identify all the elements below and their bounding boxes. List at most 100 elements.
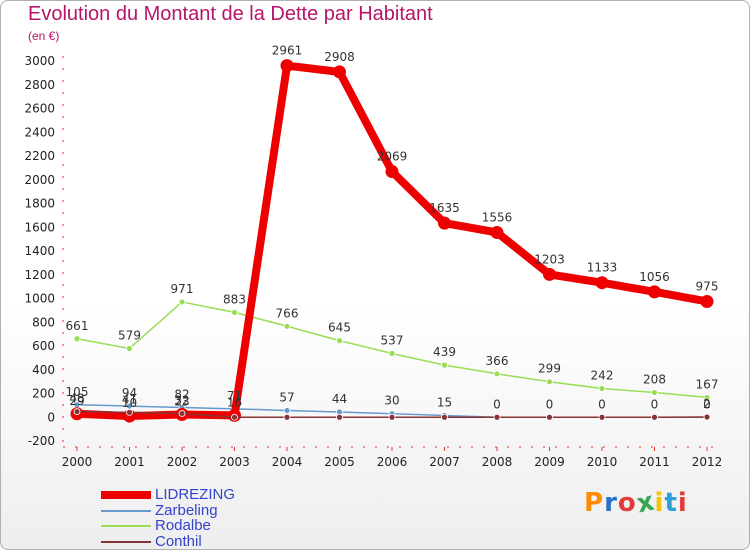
data-label: 0 <box>703 397 711 411</box>
data-point <box>283 407 291 414</box>
data-label: 0 <box>598 397 606 411</box>
data-point <box>283 413 291 421</box>
unit-label: (en €) <box>28 29 60 43</box>
data-label: 15 <box>437 395 452 409</box>
legend-label: Rodalbe <box>155 517 211 534</box>
y-tick-label: 2400 <box>24 125 55 139</box>
x-tick-label: 2004 <box>272 455 303 469</box>
data-label: 2961 <box>272 44 303 58</box>
data-label: 23 <box>174 395 189 409</box>
data-point <box>441 413 448 421</box>
data-label: 105 <box>66 385 89 399</box>
data-point <box>73 408 81 415</box>
legend-label: Zarbeling <box>155 501 218 519</box>
y-tick-label: 1800 <box>24 197 55 211</box>
data-point <box>648 285 661 299</box>
x-tick-label: 2008 <box>482 455 513 469</box>
axes: -200020040060080010001200140016001800200… <box>24 54 722 469</box>
x-tick-label: 2000 <box>62 455 93 469</box>
data-label: 1556 <box>482 210 513 224</box>
data-point <box>703 394 711 401</box>
series-layer <box>70 59 714 423</box>
y-tick-label: 800 <box>32 315 55 329</box>
data-point <box>388 350 396 357</box>
data-label: 16 <box>227 395 242 409</box>
data-label: 32 <box>174 393 189 407</box>
proxiti-logo: Proxiti <box>584 486 688 519</box>
data-label: 1056 <box>639 270 670 284</box>
logo-letter: t <box>664 488 678 518</box>
data-label: 0 <box>651 397 659 411</box>
y-tick-label: 1000 <box>24 292 55 306</box>
data-label: 1133 <box>587 261 618 275</box>
data-label: 30 <box>384 394 399 408</box>
data-label: 57 <box>279 390 294 404</box>
data-label: 0 <box>493 397 501 411</box>
series-line-lidrezing <box>73 61 711 421</box>
logo-letter: o <box>617 488 637 518</box>
data-point <box>598 413 606 421</box>
y-tick-label: 2000 <box>24 173 55 187</box>
x-tick-label: 2009 <box>534 455 565 469</box>
data-point <box>546 413 553 421</box>
legend-swatch <box>101 540 151 543</box>
data-label: 1635 <box>429 201 460 215</box>
legend-label: LIDREZING <box>155 486 236 503</box>
data-label: 167 <box>696 377 719 391</box>
data-label: 44 <box>332 392 347 406</box>
x-tick-label: 2005 <box>324 455 355 469</box>
data-point <box>385 165 399 179</box>
data-point <box>651 389 658 396</box>
data-label: 10 <box>122 396 137 410</box>
data-point <box>595 276 609 290</box>
y-tick-label: 1200 <box>24 268 55 282</box>
y-tick-label: 1600 <box>24 220 55 234</box>
data-point <box>73 335 81 343</box>
data-point <box>493 370 501 378</box>
data-label: 208 <box>643 373 666 387</box>
logo-letter: i <box>677 488 688 518</box>
data-point <box>333 65 346 79</box>
data-label: 299 <box>538 362 561 376</box>
data-point <box>178 298 186 306</box>
x-tick-label: 2010 <box>587 455 618 469</box>
x-tick-label: 2001 <box>114 455 145 469</box>
data-point <box>441 361 448 369</box>
x-tick-label: 2003 <box>219 455 250 469</box>
data-point <box>231 413 238 421</box>
data-label: 971 <box>171 282 194 296</box>
data-label: 29 <box>69 394 84 408</box>
data-label: 537 <box>381 333 404 347</box>
data-point <box>438 216 451 230</box>
data-label: 439 <box>433 345 456 359</box>
x-tick-label: 2006 <box>377 455 408 469</box>
data-label: 975 <box>696 279 719 293</box>
data-label: 94 <box>122 386 137 400</box>
data-label: 71 <box>227 389 242 403</box>
y-tick-label: 200 <box>32 387 55 401</box>
logo-letter: i <box>654 488 665 518</box>
data-point <box>703 413 711 421</box>
y-tick-label: -200 <box>28 434 55 448</box>
data-label: 2069 <box>377 150 408 164</box>
data-label: 645 <box>328 321 351 335</box>
legend-label: Conthil <box>155 532 202 550</box>
data-point <box>546 378 553 386</box>
y-tick-label: 0 <box>47 410 55 424</box>
data-point <box>388 413 396 421</box>
data-label: 0 <box>546 397 554 411</box>
x-tick-label: 2011 <box>639 455 670 469</box>
data-point <box>126 345 133 352</box>
data-label: 2 <box>703 397 711 411</box>
data-point <box>231 308 238 316</box>
data-point <box>651 413 658 421</box>
y-tick-label: 2800 <box>24 78 55 92</box>
legend-swatch <box>101 509 151 512</box>
logo-letter: r <box>604 488 618 518</box>
y-tick-label: 3000 <box>24 54 55 68</box>
data-point <box>490 225 504 239</box>
y-tick-label: 600 <box>32 339 55 353</box>
data-point <box>700 294 714 308</box>
